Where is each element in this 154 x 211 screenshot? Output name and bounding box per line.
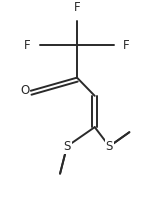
Text: S: S	[63, 140, 71, 153]
Text: F: F	[74, 1, 80, 14]
Text: S: S	[106, 140, 113, 153]
Text: O: O	[20, 84, 29, 97]
Text: F: F	[123, 39, 130, 52]
Text: F: F	[24, 39, 31, 52]
